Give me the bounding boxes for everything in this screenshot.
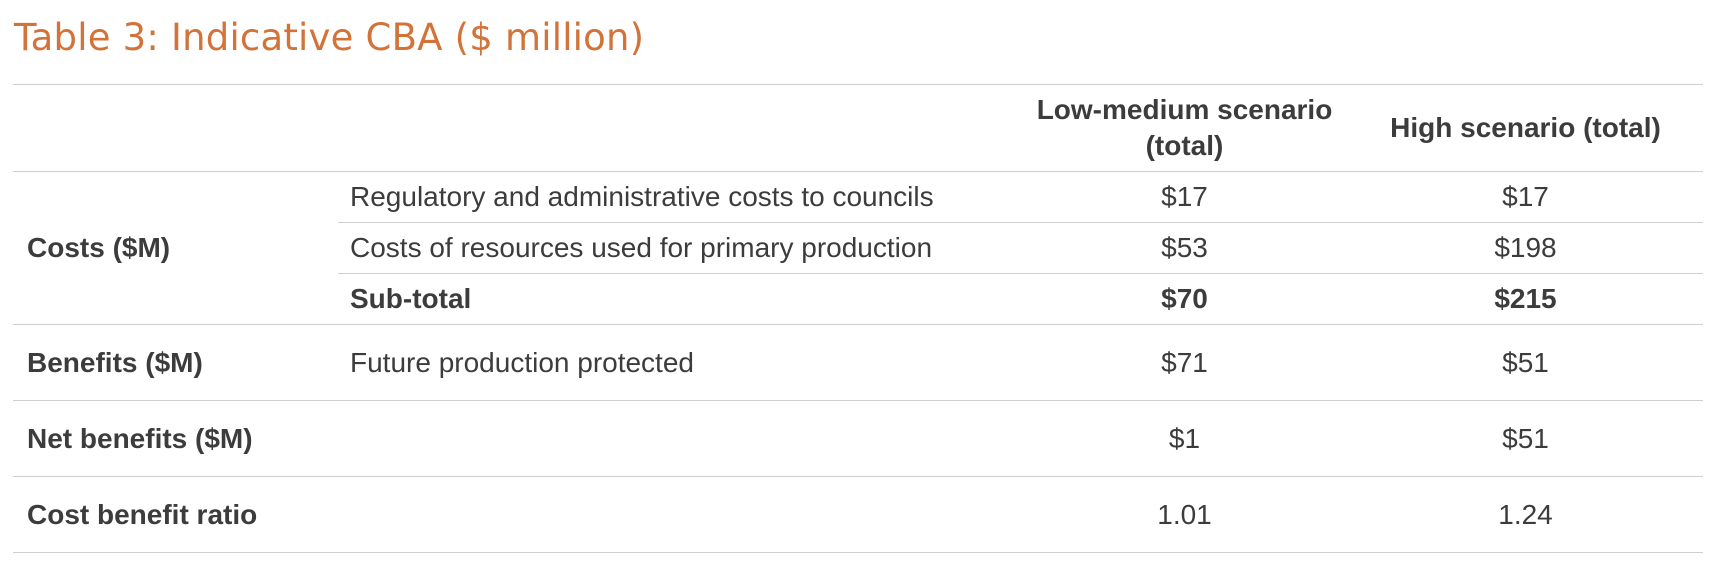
cell-low-medium: $71: [1021, 324, 1348, 401]
header-group: [13, 84, 338, 172]
group-benefits: Benefits ($M): [13, 324, 338, 401]
table-row: Costs ($M) Regulatory and administrative…: [13, 171, 1703, 325]
row-label: Regulatory and administrative costs to c…: [338, 171, 1021, 223]
cell-high: $51: [1348, 400, 1703, 477]
row-label: Costs of resources used for primary prod…: [338, 222, 1021, 274]
benefits-row: Benefits ($M) Future production protecte…: [13, 324, 1703, 401]
header-low-medium: Low-medium scenario (total): [1021, 84, 1348, 172]
table-row: Costs of resources used for primary prod…: [13, 222, 1703, 274]
cell-low-medium: $1: [1021, 400, 1348, 477]
cell-high: $51: [1348, 324, 1703, 401]
cba-table: Low-medium scenario (total) High scenari…: [13, 84, 1703, 553]
cell-high: $198: [1348, 222, 1703, 274]
header-item: [338, 84, 1021, 172]
row-label: Future production protected: [338, 324, 1021, 401]
group-costs: Costs ($M): [13, 171, 338, 325]
row-label: [338, 476, 1021, 553]
cell-high: $17: [1348, 171, 1703, 223]
row-label: [338, 400, 1021, 477]
net-benefits-row: Net benefits ($M) $1 $51: [13, 400, 1703, 477]
cell-low-medium: 1.01: [1021, 476, 1348, 553]
row-label: Sub-total: [338, 273, 1021, 325]
cell-low-medium: $53: [1021, 222, 1348, 274]
cell-low-medium: $17: [1021, 171, 1348, 223]
table-title: Table 3: Indicative CBA ($ million): [14, 16, 645, 59]
cell-low-medium: $70: [1021, 273, 1348, 325]
group-cost-benefit-ratio: Cost benefit ratio: [13, 476, 338, 553]
cell-high: 1.24: [1348, 476, 1703, 553]
header-row: Low-medium scenario (total) High scenari…: [13, 84, 1703, 172]
cell-high: $215: [1348, 273, 1703, 325]
header-high: High scenario (total): [1348, 84, 1703, 172]
group-net-benefits: Net benefits ($M): [13, 400, 338, 477]
cost-benefit-ratio-row: Cost benefit ratio 1.01 1.24: [13, 476, 1703, 553]
subtotal-row: Sub-total $70 $215: [13, 273, 1703, 325]
